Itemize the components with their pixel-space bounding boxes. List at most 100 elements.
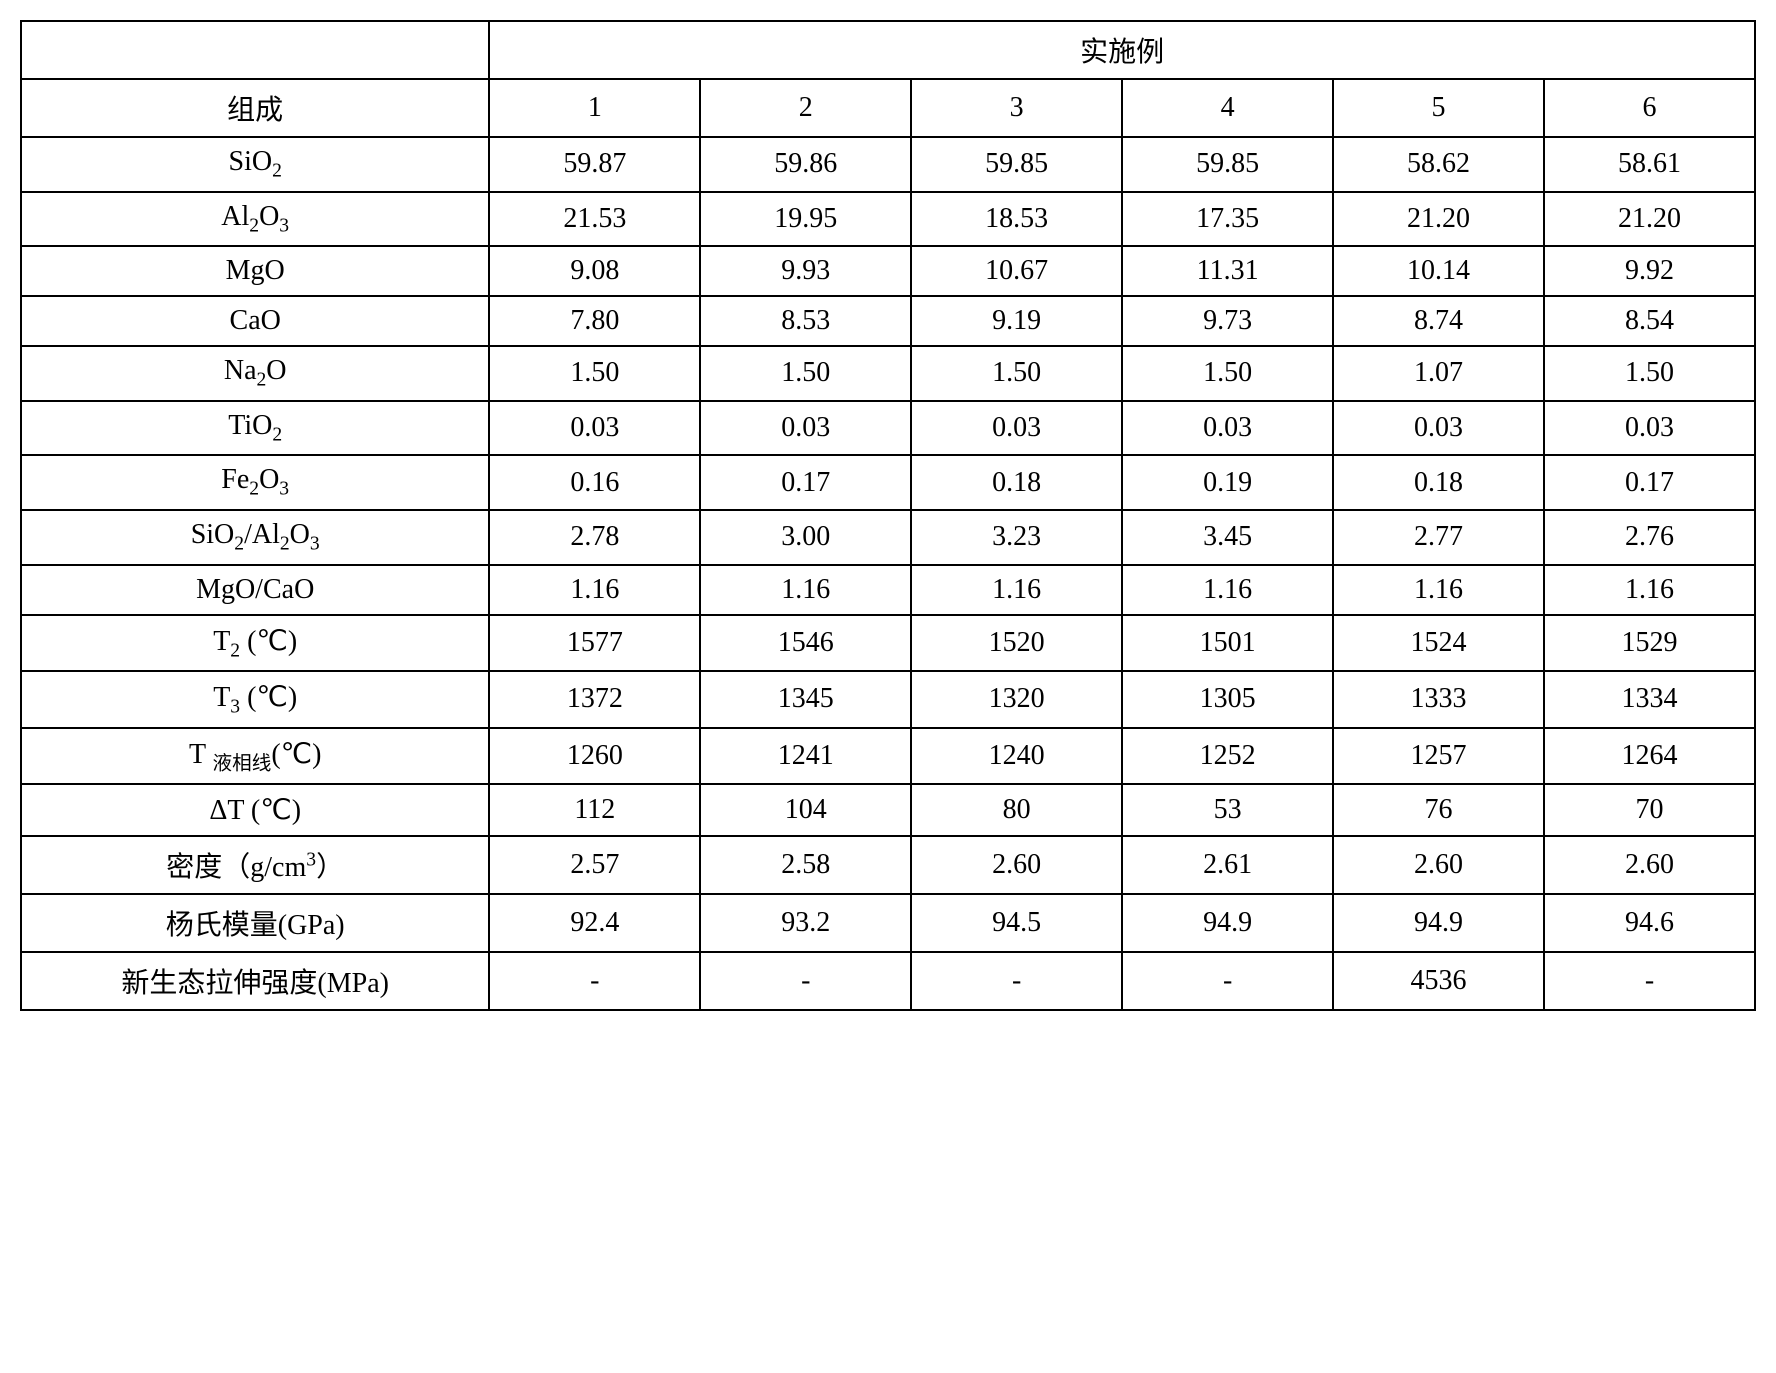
row-label-cell: T2 (℃)	[21, 615, 489, 672]
table-row: T 液相线(℃)126012411240125212571264	[21, 728, 1755, 785]
data-cell: 3.00	[700, 510, 911, 565]
data-cell: 94.9	[1122, 894, 1333, 952]
column-header: 2	[700, 79, 911, 137]
data-cell: 0.03	[911, 401, 1122, 456]
data-cell: 104	[700, 784, 911, 836]
data-cell: 19.95	[700, 192, 911, 247]
data-cell: 3.45	[1122, 510, 1333, 565]
data-cell: 0.18	[1333, 455, 1544, 510]
data-cell: 21.53	[489, 192, 700, 247]
row-label-cell: Al2O3	[21, 192, 489, 247]
data-cell: 2.61	[1122, 836, 1333, 894]
data-cell: 94.5	[911, 894, 1122, 952]
column-header: 5	[1333, 79, 1544, 137]
row-label-cell: Fe2O3	[21, 455, 489, 510]
table-row: T3 (℃)137213451320130513331334	[21, 671, 1755, 728]
data-cell: 1345	[700, 671, 911, 728]
row-label-cell: MgO/CaO	[21, 565, 489, 615]
data-cell: 1.16	[700, 565, 911, 615]
data-cell: 1320	[911, 671, 1122, 728]
header-group-row: 实施例	[21, 21, 1755, 79]
row-label-cell: Na2O	[21, 346, 489, 401]
data-cell: 11.31	[1122, 246, 1333, 296]
column-header: 3	[911, 79, 1122, 137]
data-cell: 1333	[1333, 671, 1544, 728]
row-label-cell: TiO2	[21, 401, 489, 456]
composition-table: 实施例 组成 1 2 3 4 5 6 SiO259.8759.8659.8559…	[20, 20, 1756, 1011]
data-cell: 9.93	[700, 246, 911, 296]
row-label-cell: SiO2/Al2O3	[21, 510, 489, 565]
data-cell: 2.60	[1333, 836, 1544, 894]
data-cell: 112	[489, 784, 700, 836]
data-cell: 0.17	[1544, 455, 1755, 510]
row-label-cell: MgO	[21, 246, 489, 296]
row-label-cell: CaO	[21, 296, 489, 346]
table-row: SiO2/Al2O32.783.003.233.452.772.76	[21, 510, 1755, 565]
data-cell: 59.87	[489, 137, 700, 192]
row-label-header: 组成	[21, 79, 489, 137]
row-label-cell: 杨氏模量(GPa)	[21, 894, 489, 952]
data-cell: 1.16	[1122, 565, 1333, 615]
data-cell: 59.85	[1122, 137, 1333, 192]
data-cell: 1501	[1122, 615, 1333, 672]
table-row: MgO/CaO1.161.161.161.161.161.16	[21, 565, 1755, 615]
data-cell: 8.53	[700, 296, 911, 346]
data-cell: 58.62	[1333, 137, 1544, 192]
table-row: ΔT (℃)11210480537670	[21, 784, 1755, 836]
data-cell: 1577	[489, 615, 700, 672]
row-label-cell: 密度（g/cm3）	[21, 836, 489, 894]
column-header: 4	[1122, 79, 1333, 137]
data-cell: 9.73	[1122, 296, 1333, 346]
table-row: Na2O1.501.501.501.501.071.50	[21, 346, 1755, 401]
data-cell: 2.60	[911, 836, 1122, 894]
header-blank-cell	[21, 21, 489, 79]
data-cell: 76	[1333, 784, 1544, 836]
table-row: SiO259.8759.8659.8559.8558.6258.61	[21, 137, 1755, 192]
data-cell: 1252	[1122, 728, 1333, 785]
data-cell: -	[1122, 952, 1333, 1010]
data-cell: 92.4	[489, 894, 700, 952]
row-label-cell: T 液相线(℃)	[21, 728, 489, 785]
data-cell: 9.08	[489, 246, 700, 296]
data-cell: 0.16	[489, 455, 700, 510]
data-cell: 93.2	[700, 894, 911, 952]
row-label-cell: T3 (℃)	[21, 671, 489, 728]
data-cell: 94.9	[1333, 894, 1544, 952]
data-cell: 1264	[1544, 728, 1755, 785]
data-cell: -	[1544, 952, 1755, 1010]
data-cell: 1.16	[1544, 565, 1755, 615]
data-cell: 1.50	[911, 346, 1122, 401]
column-header: 1	[489, 79, 700, 137]
data-cell: 1257	[1333, 728, 1544, 785]
data-cell: 21.20	[1544, 192, 1755, 247]
data-cell: 59.85	[911, 137, 1122, 192]
data-cell: 1.07	[1333, 346, 1544, 401]
data-cell: -	[700, 952, 911, 1010]
data-cell: 1.50	[700, 346, 911, 401]
data-cell: 1334	[1544, 671, 1755, 728]
data-cell: 1241	[700, 728, 911, 785]
data-cell: 1524	[1333, 615, 1544, 672]
data-cell: 0.03	[1333, 401, 1544, 456]
data-cell: 3.23	[911, 510, 1122, 565]
data-cell: 0.19	[1122, 455, 1333, 510]
table-row: 密度（g/cm3）2.572.582.602.612.602.60	[21, 836, 1755, 894]
table-row: Fe2O30.160.170.180.190.180.17	[21, 455, 1755, 510]
data-cell: 80	[911, 784, 1122, 836]
data-cell: 9.19	[911, 296, 1122, 346]
table-row: TiO20.030.030.030.030.030.03	[21, 401, 1755, 456]
data-cell: 17.35	[1122, 192, 1333, 247]
table-row: Al2O321.5319.9518.5317.3521.2021.20	[21, 192, 1755, 247]
column-header: 6	[1544, 79, 1755, 137]
table-body: SiO259.8759.8659.8559.8558.6258.61Al2O32…	[21, 137, 1755, 1010]
data-cell: 59.86	[700, 137, 911, 192]
data-cell: 94.6	[1544, 894, 1755, 952]
table-row: MgO9.089.9310.6711.3110.149.92	[21, 246, 1755, 296]
data-cell: 7.80	[489, 296, 700, 346]
column-header-row: 组成 1 2 3 4 5 6	[21, 79, 1755, 137]
data-cell: 0.03	[1544, 401, 1755, 456]
data-cell: 1.16	[489, 565, 700, 615]
data-cell: 70	[1544, 784, 1755, 836]
data-cell: 1240	[911, 728, 1122, 785]
table-row: 新生态拉伸强度(MPa)----4536-	[21, 952, 1755, 1010]
